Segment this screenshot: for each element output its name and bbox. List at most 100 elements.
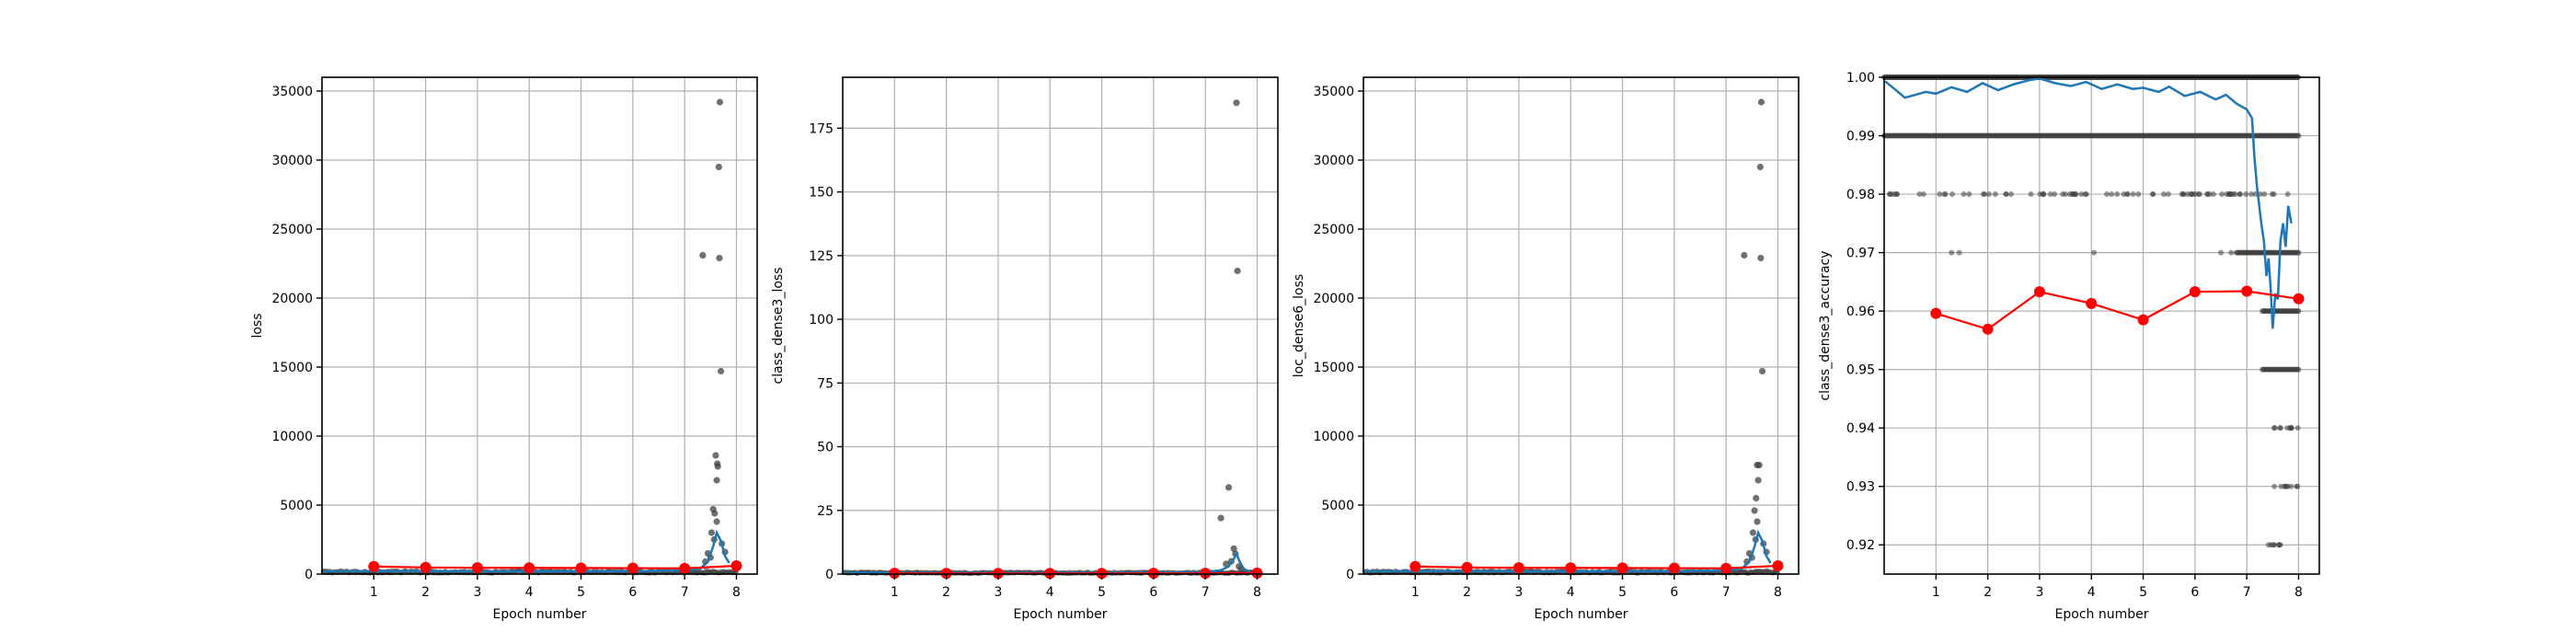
scatter-point bbox=[1230, 545, 1237, 552]
x-axis-label: Epoch number bbox=[2055, 607, 2149, 622]
scatter-point bbox=[1949, 249, 1955, 256]
scatter-point bbox=[2271, 483, 2278, 489]
scatter-point bbox=[1223, 560, 1230, 568]
y-tick-label-3: 0.94 bbox=[1846, 421, 1875, 436]
scatter-point bbox=[1941, 191, 1948, 198]
scatter-point bbox=[2135, 191, 2142, 198]
scatter-point bbox=[715, 163, 722, 171]
scatter-point bbox=[2003, 191, 2009, 198]
scatter-point bbox=[2160, 191, 2167, 198]
scatter-point bbox=[2070, 191, 2076, 198]
y-tick-label-2: 25 bbox=[817, 504, 834, 519]
scatter-point bbox=[1986, 191, 1993, 198]
axes-frame bbox=[1363, 76, 1800, 575]
scatter-point bbox=[2265, 542, 2271, 548]
y-axis-label: class_dense3_loss bbox=[771, 268, 786, 385]
x-tick-label-3: 3 bbox=[994, 585, 1002, 600]
epoch-marker-7 bbox=[1200, 568, 1212, 580]
scatter-point bbox=[2218, 249, 2225, 256]
x-tick-label-3: 3 bbox=[2035, 585, 2043, 600]
scatter-point bbox=[2103, 191, 2110, 198]
scatter-point bbox=[2271, 191, 2277, 198]
epoch-marker-1 bbox=[889, 568, 901, 580]
scatter-point bbox=[2295, 249, 2302, 256]
axes-frame bbox=[1883, 76, 2320, 575]
y-tick-label-1: 0.92 bbox=[1846, 538, 1875, 553]
scatter-point bbox=[2007, 191, 2014, 198]
axes-frame bbox=[321, 76, 758, 575]
scatter-point bbox=[2288, 425, 2294, 431]
y-axis-label: class_dense3_accuracy bbox=[1818, 250, 1833, 400]
scatter-point bbox=[2228, 249, 2235, 256]
y-tick-label-2: 5000 bbox=[280, 499, 313, 513]
scatter-point bbox=[1937, 191, 1943, 198]
x-axis-label: Epoch number bbox=[1014, 607, 1108, 622]
scatter-point bbox=[1756, 163, 1764, 171]
scatter-point bbox=[2271, 425, 2278, 431]
y-tick-label-9: 1.00 bbox=[1846, 71, 1875, 86]
x-tick-label-6: 6 bbox=[1149, 585, 1157, 600]
scatter-point bbox=[1920, 191, 1926, 198]
x-tick-label-2: 2 bbox=[1984, 585, 1992, 600]
epoch-marker-8 bbox=[2293, 293, 2305, 305]
x-tick-label-2: 2 bbox=[942, 585, 950, 600]
y-tick-label-1: 0 bbox=[305, 568, 313, 582]
y-tick-label-6: 0.97 bbox=[1846, 247, 1875, 261]
scatter-point bbox=[1982, 191, 1988, 198]
y-tick-label-8: 0.99 bbox=[1846, 130, 1875, 144]
scatter-point bbox=[2284, 191, 2291, 198]
scatter-point bbox=[1234, 267, 1241, 275]
epoch-marker-5 bbox=[2137, 314, 2149, 326]
scatter-point bbox=[2206, 191, 2213, 198]
y-tick-label-7: 150 bbox=[809, 186, 834, 201]
running-mean-line bbox=[1884, 76, 2293, 329]
x-axis-label: Epoch number bbox=[493, 607, 587, 622]
scatter-point bbox=[2060, 191, 2066, 198]
x-tick-label-3: 3 bbox=[1514, 585, 1523, 600]
y-tick-label-4: 15000 bbox=[1313, 361, 1354, 375]
scatter-point bbox=[2275, 542, 2282, 548]
scatter-point bbox=[2047, 191, 2053, 198]
scatter-point bbox=[699, 251, 707, 259]
x-tick-label-4: 4 bbox=[1046, 585, 1054, 600]
scatter-point bbox=[716, 98, 724, 106]
scatter-point bbox=[1217, 514, 1225, 522]
x-tick-label-6: 6 bbox=[1670, 585, 1678, 600]
scatter-point bbox=[714, 463, 721, 470]
scatter-point bbox=[1893, 191, 1900, 198]
scatter-point bbox=[713, 518, 720, 525]
scatter-point bbox=[2165, 191, 2171, 198]
scatter-point bbox=[1956, 249, 1962, 256]
epoch-marker-6 bbox=[2189, 286, 2201, 298]
epoch-marker-6 bbox=[627, 562, 638, 574]
y-axis-label: loss bbox=[250, 313, 265, 338]
scatter-point bbox=[2124, 191, 2131, 198]
y-tick-label-6: 125 bbox=[809, 249, 834, 264]
scatter-point bbox=[2295, 366, 2302, 373]
scatter-point bbox=[2184, 191, 2191, 198]
epoch-line bbox=[1415, 564, 1778, 569]
epoch-marker-3 bbox=[471, 562, 483, 574]
epoch-marker-4 bbox=[1565, 562, 1577, 574]
x-tick-label-5: 5 bbox=[1618, 585, 1627, 600]
y-tick-label-5: 20000 bbox=[1313, 292, 1354, 306]
scatter-point bbox=[2130, 191, 2136, 198]
epoch-marker-5 bbox=[575, 562, 587, 574]
epoch-marker-1 bbox=[368, 560, 380, 572]
scatter-point bbox=[1961, 191, 1967, 198]
x-tick-label-1: 1 bbox=[1411, 585, 1420, 600]
scatter-point bbox=[2294, 425, 2301, 431]
scatter-point bbox=[1754, 477, 1762, 484]
scatter-point bbox=[2091, 249, 2098, 256]
epoch-marker-6 bbox=[1668, 562, 1680, 574]
x-tick-label-3: 3 bbox=[473, 585, 481, 600]
epoch-marker-2 bbox=[1982, 323, 1994, 335]
scatter-point bbox=[2052, 191, 2058, 198]
x-tick-label-6: 6 bbox=[628, 585, 637, 600]
epoch-marker-7 bbox=[2241, 285, 2253, 297]
y-tick-label-6: 25000 bbox=[1313, 223, 1354, 237]
epoch-marker-3 bbox=[1512, 562, 1524, 574]
scatter-point bbox=[2227, 191, 2234, 198]
